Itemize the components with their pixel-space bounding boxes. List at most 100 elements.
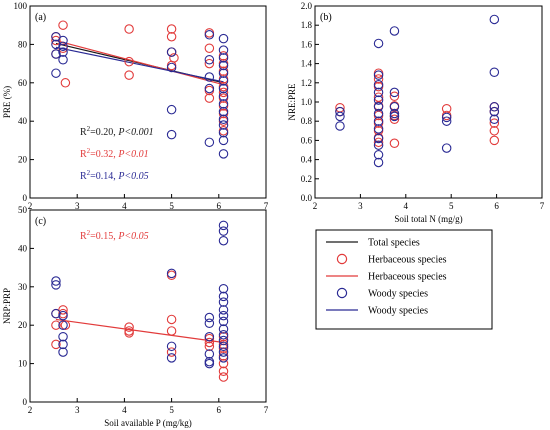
data-point-woody [218, 60, 229, 71]
data-point-herbaceous [218, 366, 229, 377]
data-point-herbaceous [204, 93, 215, 103]
data-point-herbaceous [489, 126, 500, 136]
data-point-woody [218, 91, 229, 101]
data-point-woody [218, 347, 229, 357]
data-point-woody [204, 30, 215, 40]
data-point-woody [218, 235, 229, 246]
y-tick-label: 40 [18, 243, 28, 253]
data-point-woody [218, 353, 229, 363]
y-axis-title: NRE:PRE [287, 83, 297, 121]
x-tick-label: 5 [169, 201, 174, 211]
data-point-woody [489, 14, 500, 25]
plot-frame [314, 5, 543, 199]
y-tick-label: 80 [18, 39, 28, 49]
y-tick-label: 30 [18, 282, 28, 292]
data-point-woody [58, 47, 68, 57]
data-point-woody [51, 31, 61, 42]
data-point-woody [373, 108, 384, 119]
y-tick-label: 0.2 [301, 174, 312, 184]
y-tick-label: 0.0 [301, 193, 313, 203]
data-point-woody [204, 318, 215, 329]
data-point-herbaceous [489, 118, 500, 128]
panel-a-pre-vs-soil-total-n: 2 3 4 5 6 7 0 20 40 60 80 100 (a) PRE (%) R2=0.20, P<0… [2, 1, 269, 211]
data-point-herbaceous [166, 60, 177, 71]
legend-swatch-marker-woody [336, 287, 348, 299]
x-tick-label: 6 [217, 405, 222, 415]
data-point-woody [166, 353, 177, 363]
data-point-woody [218, 149, 229, 159]
data-point-woody [218, 335, 229, 346]
data-point-herbaceous [51, 320, 61, 330]
data-point-woody [218, 127, 229, 138]
y-tick-label: 1.4 [301, 59, 313, 69]
data-point-woody [373, 124, 384, 134]
data-point-woody [166, 47, 177, 57]
fit-line-woody [55, 46, 224, 83]
data-point-woody [373, 140, 384, 150]
data-point-herbaceous [166, 314, 177, 325]
data-point-woody [58, 331, 68, 342]
regression-annotation-herbaceous: R2=0.32, P<0.01 [80, 147, 149, 160]
data-point-woody [166, 268, 177, 279]
data-point-woody [373, 79, 384, 90]
data-point-woody [335, 111, 345, 122]
data-point-herbaceous [373, 137, 384, 148]
panel-b-nre-pre-vs-soil-total-n: 2 3 4 5 6 7 0.0 0.2 0.4 0.6 0.8 1.0 1.2 1.4 1.6 1.8 2.0 (… [287, 1, 545, 224]
data-point-woody [218, 106, 229, 117]
y-tick-label: 0.6 [301, 135, 313, 145]
data-point-woody [373, 102, 384, 112]
regression-annotation-herbaceous: R2=0.15, P<0.05 [80, 229, 149, 242]
data-point-woody [389, 108, 400, 119]
data-point-woody [218, 305, 229, 315]
data-point-woody [218, 45, 229, 55]
panel-c-nrp-prp-vs-soil-available-p: 2 3 4 5 6 7 0 10 20 30 40 50 (c) Soil available P (mg… [2, 205, 269, 428]
data-point-woody [373, 133, 384, 144]
data-point-woody [58, 41, 68, 52]
data-point-woody [204, 312, 215, 323]
regression-annotation-total: R2=0.20, P<0.001 [80, 125, 154, 138]
data-point-woody [218, 120, 229, 130]
data-point-woody [218, 33, 229, 44]
x-tick-label: 6 [494, 201, 499, 211]
data-point-woody [218, 68, 229, 78]
x-tick-label: 4 [122, 201, 127, 211]
x-tick-label: 3 [75, 405, 80, 415]
x-tick-label: 5 [449, 201, 454, 211]
x-tick-label: 3 [75, 201, 80, 211]
data-point-woody [218, 83, 229, 94]
data-point-herbaceous [389, 114, 400, 125]
data-point-woody [218, 310, 229, 321]
data-point-woody [441, 112, 452, 123]
y-tick-label: 100 [14, 1, 28, 11]
plot-frame [29, 5, 267, 199]
x-tick-label: 2 [28, 201, 33, 211]
data-point-herbaceous [204, 58, 215, 69]
data-point-woody [218, 283, 229, 294]
data-point-woody [58, 35, 68, 46]
y-tick-label: 2.0 [301, 1, 313, 11]
data-point-woody [489, 114, 500, 125]
y-tick-label: 20 [18, 320, 28, 330]
legend-label: Herbaceous species [368, 272, 447, 283]
data-point-woody [166, 62, 177, 73]
data-point-woody [373, 38, 384, 49]
data-point-woody [373, 95, 384, 105]
fit-line-herbaceous [55, 318, 224, 344]
data-point-herbaceous [389, 138, 400, 149]
data-point-woody [373, 116, 384, 126]
y-tick-label: 1.8 [301, 20, 313, 30]
x-tick-label: 2 [313, 201, 318, 211]
data-point-woody [204, 137, 215, 148]
data-point-herbaceous [166, 24, 177, 34]
data-point-woody [166, 129, 177, 140]
data-point-woody [489, 67, 500, 77]
y-tick-label: 1.0 [301, 97, 313, 107]
data-point-woody [218, 99, 229, 109]
legend: Total species Herbaceous species Herbaceou… [315, 229, 493, 330]
y-axis-title: NRP:PRP [2, 288, 12, 324]
data-point-woody [204, 55, 215, 65]
y-tick-label: 40 [18, 116, 28, 126]
regression-annotation-woody: R2=0.14, P<0.05 [80, 169, 149, 182]
x-tick-label: 5 [169, 405, 174, 415]
data-point-woody [51, 276, 61, 286]
